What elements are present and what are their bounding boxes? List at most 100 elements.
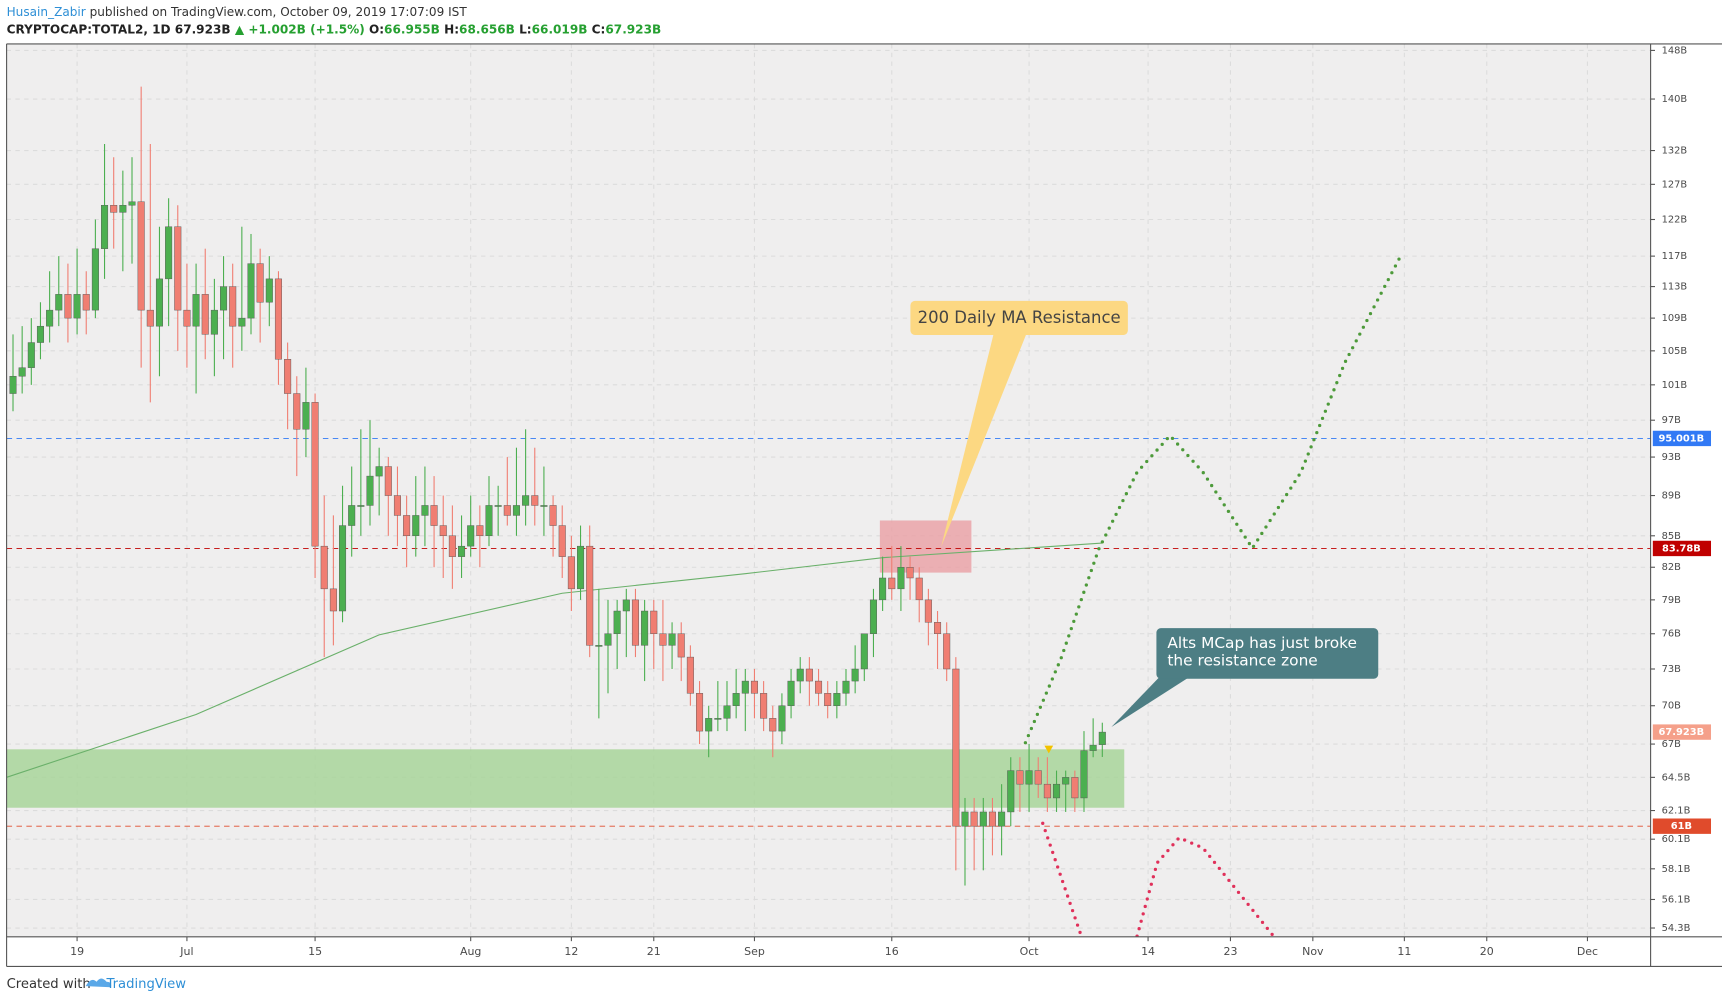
logo — [85, 978, 112, 988]
candle-body — [293, 393, 301, 430]
candle-body — [943, 633, 951, 670]
x-tick-label: 14 — [1141, 945, 1155, 958]
x-tick-label: Aug — [460, 945, 481, 958]
candle-body — [1025, 770, 1033, 785]
candle-body — [934, 622, 942, 634]
y-tick-label: 54.3B — [1662, 923, 1691, 934]
candle-body — [714, 718, 722, 720]
candle-body — [668, 633, 676, 646]
candle-body — [430, 505, 438, 526]
x-tick-label: 16 — [885, 945, 899, 958]
axes: 148B 140B 132B 127B 122B 117B 113B 109B 105B 101B… — [70, 45, 1712, 958]
candle-body — [201, 294, 209, 335]
candle-body — [595, 645, 603, 647]
candle-body — [961, 811, 969, 827]
candle-body — [952, 668, 960, 827]
candle-body — [494, 505, 502, 507]
candle-body — [101, 205, 109, 249]
footer-prefix: Created with — [7, 977, 91, 992]
candle-body — [549, 505, 557, 526]
y-tick-label: 127B — [1662, 179, 1688, 190]
price-label-box — [1652, 724, 1712, 740]
last: 67.923B — [175, 22, 231, 36]
price-label: 83.78B — [1662, 543, 1701, 554]
candle-body — [110, 205, 118, 213]
candle-body — [311, 402, 319, 547]
candle-body — [760, 693, 768, 719]
ohlc-value: 67.923B — [605, 22, 661, 36]
candle-body — [631, 599, 639, 646]
candle-body — [924, 599, 932, 623]
x-tick-label: 15 — [308, 945, 322, 958]
candle-body — [128, 201, 136, 206]
candle-body — [750, 680, 758, 694]
candle-body — [476, 525, 484, 537]
candle-body — [741, 680, 749, 694]
y-tick-label: 79B — [1662, 595, 1682, 606]
candle-body — [192, 294, 200, 327]
candle-body — [265, 278, 273, 303]
price-label-box — [1652, 540, 1712, 557]
ohlc-value: 66.955B — [384, 22, 440, 36]
candle-body — [833, 693, 841, 706]
candle-body — [91, 248, 99, 311]
author[interactable]: Husain_Zabir — [7, 5, 86, 19]
price-label: 95.001B — [1659, 433, 1705, 444]
candle-body — [448, 535, 456, 557]
candle-body — [1034, 770, 1042, 785]
candle-body — [1089, 744, 1097, 751]
footer-brand[interactable]: TradingView — [106, 977, 187, 992]
y-tick-label: 140B — [1662, 94, 1688, 105]
candle-body — [439, 525, 447, 537]
y-tick-label: 60.1B — [1662, 834, 1691, 845]
candle-body — [778, 705, 786, 732]
candle-body — [146, 309, 154, 327]
candle-body — [567, 556, 575, 590]
candle-body — [220, 286, 228, 311]
y-tick-label: 93B — [1662, 452, 1682, 463]
candle-body — [577, 545, 585, 590]
candle-body — [677, 633, 685, 658]
candle-body — [329, 588, 337, 612]
candle-body — [915, 577, 923, 601]
y-tick-label: 89B — [1662, 491, 1682, 502]
candle-body — [998, 811, 1006, 827]
candle-body — [64, 294, 72, 319]
price-label: 67.923B — [1659, 727, 1705, 738]
candle-body — [247, 263, 255, 319]
candle-body — [604, 633, 612, 646]
candle-body — [73, 294, 81, 319]
candle-body — [183, 309, 191, 327]
candle-body — [888, 577, 896, 590]
candle-body — [1098, 731, 1106, 745]
published: published on TradingView.com, October 09… — [90, 5, 468, 19]
candle-body — [403, 515, 411, 537]
candle-body — [705, 718, 713, 732]
x-tick-label: 19 — [70, 945, 84, 958]
zone — [879, 520, 972, 573]
x-tick-label: 23 — [1223, 945, 1237, 958]
candle-body — [641, 610, 649, 646]
candle-body — [732, 693, 740, 706]
candle-body — [686, 656, 694, 694]
candle-body — [174, 226, 182, 311]
candle-body — [558, 525, 566, 557]
candle-body — [375, 466, 383, 477]
y-tick-label: 117B — [1662, 251, 1688, 262]
candle-body — [723, 705, 731, 719]
x-tick-label: 12 — [564, 945, 578, 958]
candle-body — [393, 495, 401, 516]
candle-body — [842, 680, 850, 694]
y-tick-label: 62.1B — [1662, 806, 1691, 817]
candle-body — [650, 610, 658, 634]
candle-body — [805, 668, 813, 682]
candle-body — [503, 505, 511, 516]
candle-body — [851, 668, 859, 682]
callout: 200 Daily MA Resistance — [910, 300, 1128, 547]
candle-body — [119, 205, 127, 213]
x-tick-label: 20 — [1480, 945, 1494, 958]
marker — [1044, 745, 1054, 754]
candle-body — [302, 402, 310, 430]
x-tick-label: Nov — [1302, 945, 1324, 958]
y-tick-label: 67B — [1662, 739, 1682, 750]
